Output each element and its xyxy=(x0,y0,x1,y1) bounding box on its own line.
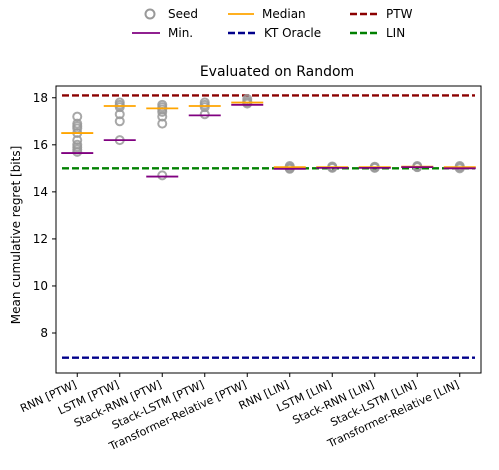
chart-legend: Seed Median PTW Min. KT Oracle LIN xyxy=(128,5,438,45)
lin-line-icon xyxy=(350,31,378,35)
legend-label-kt-oracle: KT Oracle xyxy=(264,26,322,40)
chart-title: Evaluated on Random xyxy=(200,64,354,80)
legend-item-ptw: PTW xyxy=(350,5,412,23)
y-tick-label: 10 xyxy=(33,279,48,293)
ptw-line-icon xyxy=(350,12,378,16)
y-tick-label: 12 xyxy=(33,232,48,246)
legend-label-seed: Seed xyxy=(168,7,198,21)
y-tick-label: 18 xyxy=(33,91,48,105)
seed-point xyxy=(72,146,83,157)
seed-point xyxy=(114,116,125,127)
legend-item-lin: LIN xyxy=(350,24,405,42)
kt-oracle-line-icon xyxy=(228,31,256,35)
seed-point xyxy=(199,109,210,120)
y-tick-label: 16 xyxy=(33,138,48,152)
legend-label-lin: LIN xyxy=(386,26,406,40)
legend-label-median: Median xyxy=(262,7,306,21)
legend-item-seed: Seed xyxy=(138,5,198,23)
seed-point xyxy=(157,170,168,181)
plot-frame xyxy=(55,85,482,374)
legend-label-ptw: PTW xyxy=(386,7,413,21)
legend-item-min: Min. xyxy=(132,24,193,42)
legend-item-median: Median xyxy=(228,5,306,23)
seed-marker-icon xyxy=(144,8,156,20)
legend-label-min: Min. xyxy=(168,26,194,40)
y-axis-label: Mean cumulative regret [bits] xyxy=(9,146,23,325)
median-line-icon xyxy=(228,13,254,15)
seed-point xyxy=(242,98,253,109)
min-line-icon xyxy=(132,32,160,34)
y-tick-label: 8 xyxy=(40,326,48,340)
seed-point xyxy=(157,118,168,129)
legend-item-kt-oracle: KT Oracle xyxy=(228,24,321,42)
y-tick-label: 14 xyxy=(33,185,48,199)
